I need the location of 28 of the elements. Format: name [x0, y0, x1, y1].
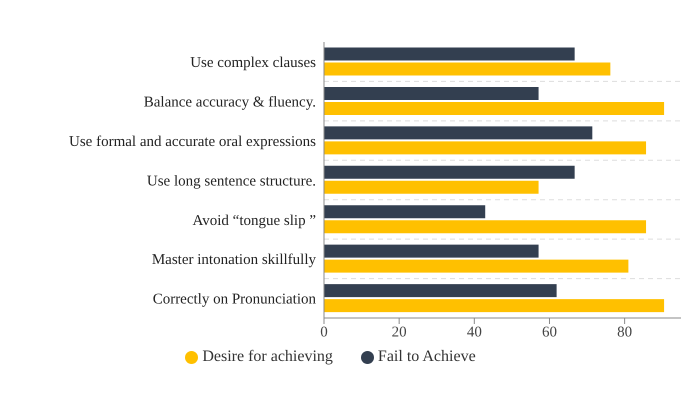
bar	[324, 244, 539, 258]
bar	[324, 141, 646, 154]
bar	[324, 205, 486, 218]
bar	[324, 102, 664, 115]
y-tick-label: Avoid “tongue slip ”	[192, 212, 316, 229]
bar	[324, 62, 610, 76]
y-tick-label: Balance accuracy & fluency.	[144, 94, 316, 110]
x-tick-label: 20	[392, 324, 407, 341]
y-tick-label: Use complex clauses	[190, 55, 316, 72]
y-tick-label: Use formal and accurate oral expressions	[69, 134, 316, 150]
bar	[324, 126, 592, 140]
x-tick-label: 0	[320, 324, 328, 341]
legend-label: Fail to Achieve	[378, 348, 476, 365]
x-tick-label: 60	[542, 324, 557, 341]
y-tick-label: Correctly on Pronunciation	[152, 292, 316, 308]
bar	[324, 260, 628, 273]
bar	[324, 48, 575, 61]
bar	[324, 86, 539, 100]
x-tick-label: 80	[617, 324, 632, 341]
y-tick-label: Master intonation skillfully	[152, 252, 316, 268]
bar	[324, 220, 646, 234]
bar	[324, 299, 664, 312]
bar	[324, 284, 557, 298]
bar	[324, 180, 539, 194]
legend-label: Desire for achieving	[202, 348, 333, 365]
y-tick-label: Use long sentence structure.	[146, 173, 316, 190]
x-tick-label: 40	[466, 324, 482, 341]
bar	[324, 166, 575, 179]
